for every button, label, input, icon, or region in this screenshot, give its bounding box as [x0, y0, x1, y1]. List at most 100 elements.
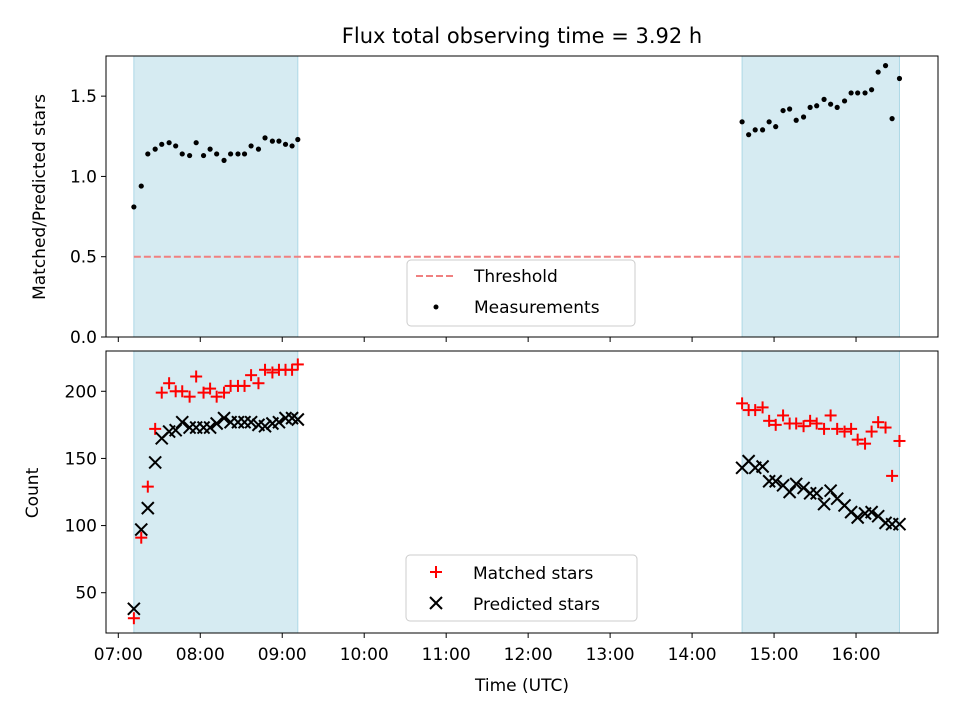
shaded-interval-1 — [741, 55, 900, 338]
measurement-point — [739, 119, 745, 125]
bottom-panel: 07:00 08:00 09:00 10:00 11:00 12:00 13:00 14:00… — [23, 350, 939, 696]
measurement-point — [780, 107, 786, 114]
predicted-star-point — [182, 420, 197, 435]
measurement-point — [875, 69, 881, 75]
measurement-point — [862, 90, 868, 96]
bottom-shaded-intervals — [133, 350, 900, 634]
count-points — [127, 358, 907, 625]
measurement-point — [869, 87, 875, 93]
matched-star-point — [135, 531, 148, 544]
measurement-point — [173, 143, 179, 149]
matched-star-point — [893, 434, 906, 447]
measurement-point — [793, 117, 799, 123]
predicted-star-point — [782, 485, 797, 499]
measurement-point — [235, 151, 241, 157]
x-tick-label: 16:00 — [832, 645, 881, 665]
matched-star-point — [756, 401, 769, 414]
matched-star-point — [259, 363, 272, 376]
matched-star-point — [859, 437, 872, 450]
predicted-star-point — [823, 483, 838, 498]
predicted-star-point — [789, 477, 803, 491]
measurement-point — [248, 143, 254, 149]
matched-star-point — [831, 422, 844, 435]
top-y-axis-label: Matched/Predicted stars — [30, 94, 50, 300]
x-tick-label: 12:00 — [504, 645, 553, 665]
predicted-star-point — [864, 505, 879, 519]
top-panel: 0.0 0.5 1.0 1.5 Matched/Predicted stars Thr… — [30, 55, 939, 348]
predicted-star-point — [231, 415, 245, 429]
measurement-point — [855, 90, 861, 96]
top-y-ticks: 0.0 0.5 1.0 1.5 — [70, 87, 106, 348]
threshold-legend-label: Threshold — [473, 267, 558, 287]
matched-star-point — [749, 404, 762, 417]
chart-title: Flux total observing time = 3.92 h — [342, 24, 702, 48]
measurement-point — [214, 151, 220, 157]
measurement-point — [828, 101, 834, 107]
measurements-legend-swatch — [433, 304, 439, 310]
x-tick-label: 11:00 — [422, 645, 471, 665]
bottom-y-tick-label: 150 — [65, 449, 97, 469]
top-legend-box — [406, 259, 636, 327]
measurement-point — [179, 151, 185, 157]
predicted-legend-swatch — [429, 596, 443, 610]
predicted-star-point — [803, 486, 817, 501]
measurement-point — [821, 96, 827, 102]
measurement-point — [262, 135, 268, 141]
matched-star-point — [266, 366, 279, 379]
measurement-point — [207, 146, 213, 152]
measurement-point — [896, 75, 903, 82]
measurement-point — [221, 157, 227, 163]
measurement-point — [773, 124, 779, 130]
matched-star-point — [252, 377, 265, 390]
measurement-point — [145, 151, 151, 157]
predicted-star-point — [768, 474, 783, 488]
matched-star-point — [127, 612, 140, 625]
predicted-star-point — [175, 415, 189, 429]
predicted-star-point — [278, 411, 293, 425]
top-legend: Threshold Measurements — [406, 259, 636, 327]
bottom-y-tick-label: 50 — [75, 584, 97, 604]
predicted-star-point — [127, 602, 141, 616]
x-axis-label: Time (UTC) — [474, 676, 569, 696]
x-tick-label: 15:00 — [750, 645, 799, 665]
matched-star-point — [190, 370, 203, 383]
measurement-point — [746, 132, 752, 138]
matched-star-point — [879, 421, 892, 434]
x-tick-label: 14:00 — [668, 645, 717, 665]
measurement-point — [276, 138, 282, 144]
measurement-point — [193, 140, 199, 146]
x-tick-label: 08:00 — [176, 645, 225, 665]
matched-star-point — [210, 390, 223, 403]
predicted-star-point — [809, 486, 824, 501]
measurement-point — [269, 138, 275, 144]
matched-star-point — [197, 386, 210, 399]
top-shaded-intervals — [133, 55, 900, 338]
predicted-star-point — [817, 497, 831, 511]
measurement-point — [787, 106, 793, 112]
bottom-y-ticks: 50 100 150 200 — [65, 382, 106, 604]
measurement-point — [166, 140, 172, 146]
matched-star-point — [183, 390, 196, 403]
measurement-point — [187, 152, 193, 159]
matched-star-point — [245, 369, 258, 382]
matched-star-point — [851, 433, 864, 446]
matched-star-point — [163, 377, 176, 390]
predicted-star-point — [244, 415, 258, 429]
matched-star-point — [790, 417, 803, 430]
bottom-axes-frame — [105, 350, 939, 634]
top-y-tick-label: 1.5 — [70, 87, 97, 107]
predicted-star-point — [141, 501, 155, 515]
matched-star-point — [141, 480, 154, 493]
matched-star-point — [736, 397, 749, 410]
matched-star-point — [845, 422, 858, 435]
predicted-star-point — [892, 517, 907, 531]
matched-legend-label: Matched stars — [473, 564, 593, 584]
shaded-interval-0 — [133, 55, 299, 338]
predicted-star-point — [237, 415, 252, 429]
measurement-point — [752, 127, 758, 133]
matched-star-point — [763, 414, 776, 427]
measurement-point — [289, 143, 295, 149]
measurement-point — [282, 141, 289, 147]
measurement-point — [241, 151, 248, 157]
top-y-tick-label: 1.0 — [70, 167, 97, 187]
